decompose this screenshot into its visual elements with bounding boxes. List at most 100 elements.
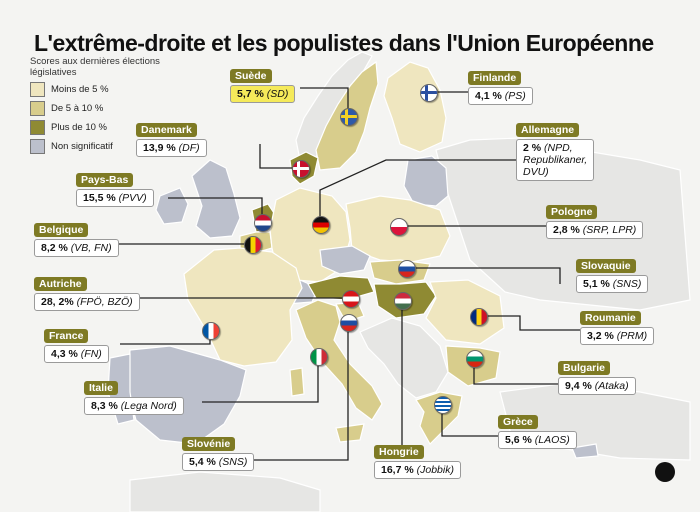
score-box: 8,2 % (VB, FN) <box>34 239 119 257</box>
party-names: Republikaner, <box>523 154 588 166</box>
score-box: 4,3 % (FN) <box>44 345 109 363</box>
label-grece: Grèce 5,6 % (LAOS) <box>498 412 577 449</box>
label-slovaquie: Slovaquie 5,1 % (SNS) <box>576 256 649 293</box>
score-value: 15,5 % <box>83 192 116 204</box>
flag-paysbas-icon <box>254 214 272 232</box>
legend-label: De 5 à 10 % <box>51 102 104 114</box>
score-value: 16,7 % <box>381 464 414 476</box>
score-value: 8,3 % <box>91 400 118 412</box>
score-box: 9,4 % (Ataka) <box>558 377 636 395</box>
score-box: 5,1 % (SNS) <box>576 275 649 293</box>
legend-swatch <box>30 138 45 154</box>
legend-label: Moins de 5 % <box>51 83 109 95</box>
flag-belgique-icon <box>244 236 262 254</box>
label-pologne: Pologne 2,8 % (SRP, LPR) <box>546 202 644 239</box>
score-box: 15,5 % (PVV) <box>76 189 154 207</box>
label-autriche: Autriche 28, 2% (FPÖ, BZÖ) <box>34 274 140 311</box>
score-box: 4,1 % (PS) <box>468 87 533 105</box>
country-tag: Autriche <box>34 277 87 291</box>
score-box: 5,6 % (LAOS) <box>498 431 577 449</box>
label-danemark: Danemark 13,9 % (DF) <box>136 120 207 157</box>
region-north-africa <box>129 471 321 512</box>
party-names: (Ataka) <box>594 380 629 392</box>
label-italie: Italie 8,3 % (Lega Nord) <box>84 378 184 415</box>
country-tag: Bulgarie <box>558 361 611 375</box>
label-hongrie: Hongrie 16,7 % (Jobbik) <box>374 442 461 479</box>
region-chypre <box>571 443 599 459</box>
score-value: 5,7 % <box>237 88 264 100</box>
country-tag: Slovaquie <box>576 259 636 273</box>
party-names: (FN) <box>80 348 102 360</box>
country-tag: Suède <box>230 69 272 83</box>
region-irlande <box>155 187 189 225</box>
country-tag: Hongrie <box>374 445 424 459</box>
flag-slovaquie-icon <box>398 260 416 278</box>
party-names: (Jobbik) <box>416 464 454 476</box>
region-balkans-non-eu <box>359 317 449 399</box>
score-value: 4,1 % <box>475 90 502 102</box>
country-tag: Belgique <box>34 223 89 237</box>
legend-swatch <box>30 100 45 116</box>
score-box: 16,7 % (Jobbik) <box>374 461 461 479</box>
score-box: 5,7 % (SD) <box>230 85 296 103</box>
region-baltics <box>403 155 449 207</box>
publisher-logo <box>655 462 675 482</box>
party-names: (LAOS) <box>534 434 570 446</box>
party-names: (Lega Nord) <box>120 400 177 412</box>
flag-slovenie-icon <box>340 314 358 332</box>
score-value: 5,6 % <box>505 434 532 446</box>
label-roumanie: Roumanie 3,2 % (PRM) <box>580 308 655 345</box>
party-names: (FPÖ, BZÖ) <box>76 296 133 308</box>
legend-item: Plus de 10 % <box>30 119 170 135</box>
score-value: 5,4 % <box>189 456 216 468</box>
flag-italie-icon <box>310 348 328 366</box>
score-box: 2 % (NPD, Republikaner, DVU) <box>516 139 595 181</box>
legend: Scores aux dernières élections législati… <box>30 56 170 154</box>
region-tchequie <box>319 245 371 275</box>
country-tag: France <box>44 329 89 343</box>
party-names: (NPD, <box>544 142 573 154</box>
flag-suede-icon <box>340 108 358 126</box>
region-finlande <box>383 61 447 153</box>
label-bulgarie: Bulgarie 9,4 % (Ataka) <box>558 358 636 395</box>
region-sicile <box>335 423 365 443</box>
country-tag: Roumanie <box>580 311 641 325</box>
country-tag: Pologne <box>546 205 598 219</box>
flag-finlande-icon <box>420 84 438 102</box>
country-tag: Slovénie <box>182 437 236 451</box>
label-finlande: Finlande 4,1 % (PS) <box>468 68 533 105</box>
region-royaume-uni <box>191 159 241 239</box>
label-slovenie: Slovénie 5,4 % (SNS) <box>182 434 255 471</box>
party-names: (SD) <box>266 88 289 100</box>
score-box: 8,3 % (Lega Nord) <box>84 397 184 415</box>
party-names: (PRM) <box>616 330 648 342</box>
region-sardaigne <box>289 367 305 397</box>
legend-swatch <box>30 119 45 135</box>
party-names: (SNS) <box>218 456 248 468</box>
legend-swatch <box>30 81 45 97</box>
flag-allemagne-icon <box>312 216 330 234</box>
party-names: (SNS) <box>612 278 642 290</box>
legend-item: De 5 à 10 % <box>30 100 170 116</box>
flag-france-icon <box>202 322 220 340</box>
flag-pologne-icon <box>390 218 408 236</box>
flag-grece-icon <box>434 396 452 414</box>
country-tag: Finlande <box>468 71 522 85</box>
score-box: 28, 2% (FPÖ, BZÖ) <box>34 293 140 311</box>
country-tag: Grèce <box>498 415 538 429</box>
score-box: 3,2 % (PRM) <box>580 327 655 345</box>
score-value: 13,9 % <box>143 142 176 154</box>
label-allemagne: Allemagne 2 % (NPD, Republikaner, DVU) <box>516 120 595 181</box>
score-box: 13,9 % (DF) <box>136 139 207 157</box>
flag-autriche-icon <box>342 290 360 308</box>
party-names: (VB, FN) <box>70 242 112 254</box>
country-tag: Allemagne <box>516 123 580 137</box>
country-tag: Danemark <box>136 123 197 137</box>
label-belgique: Belgique 8,2 % (VB, FN) <box>34 220 119 257</box>
score-value: 5,1 % <box>583 278 610 290</box>
legend-item: Non significatif <box>30 138 170 154</box>
score-value: 2,8 % <box>553 224 580 236</box>
score-value: 4,3 % <box>51 348 78 360</box>
